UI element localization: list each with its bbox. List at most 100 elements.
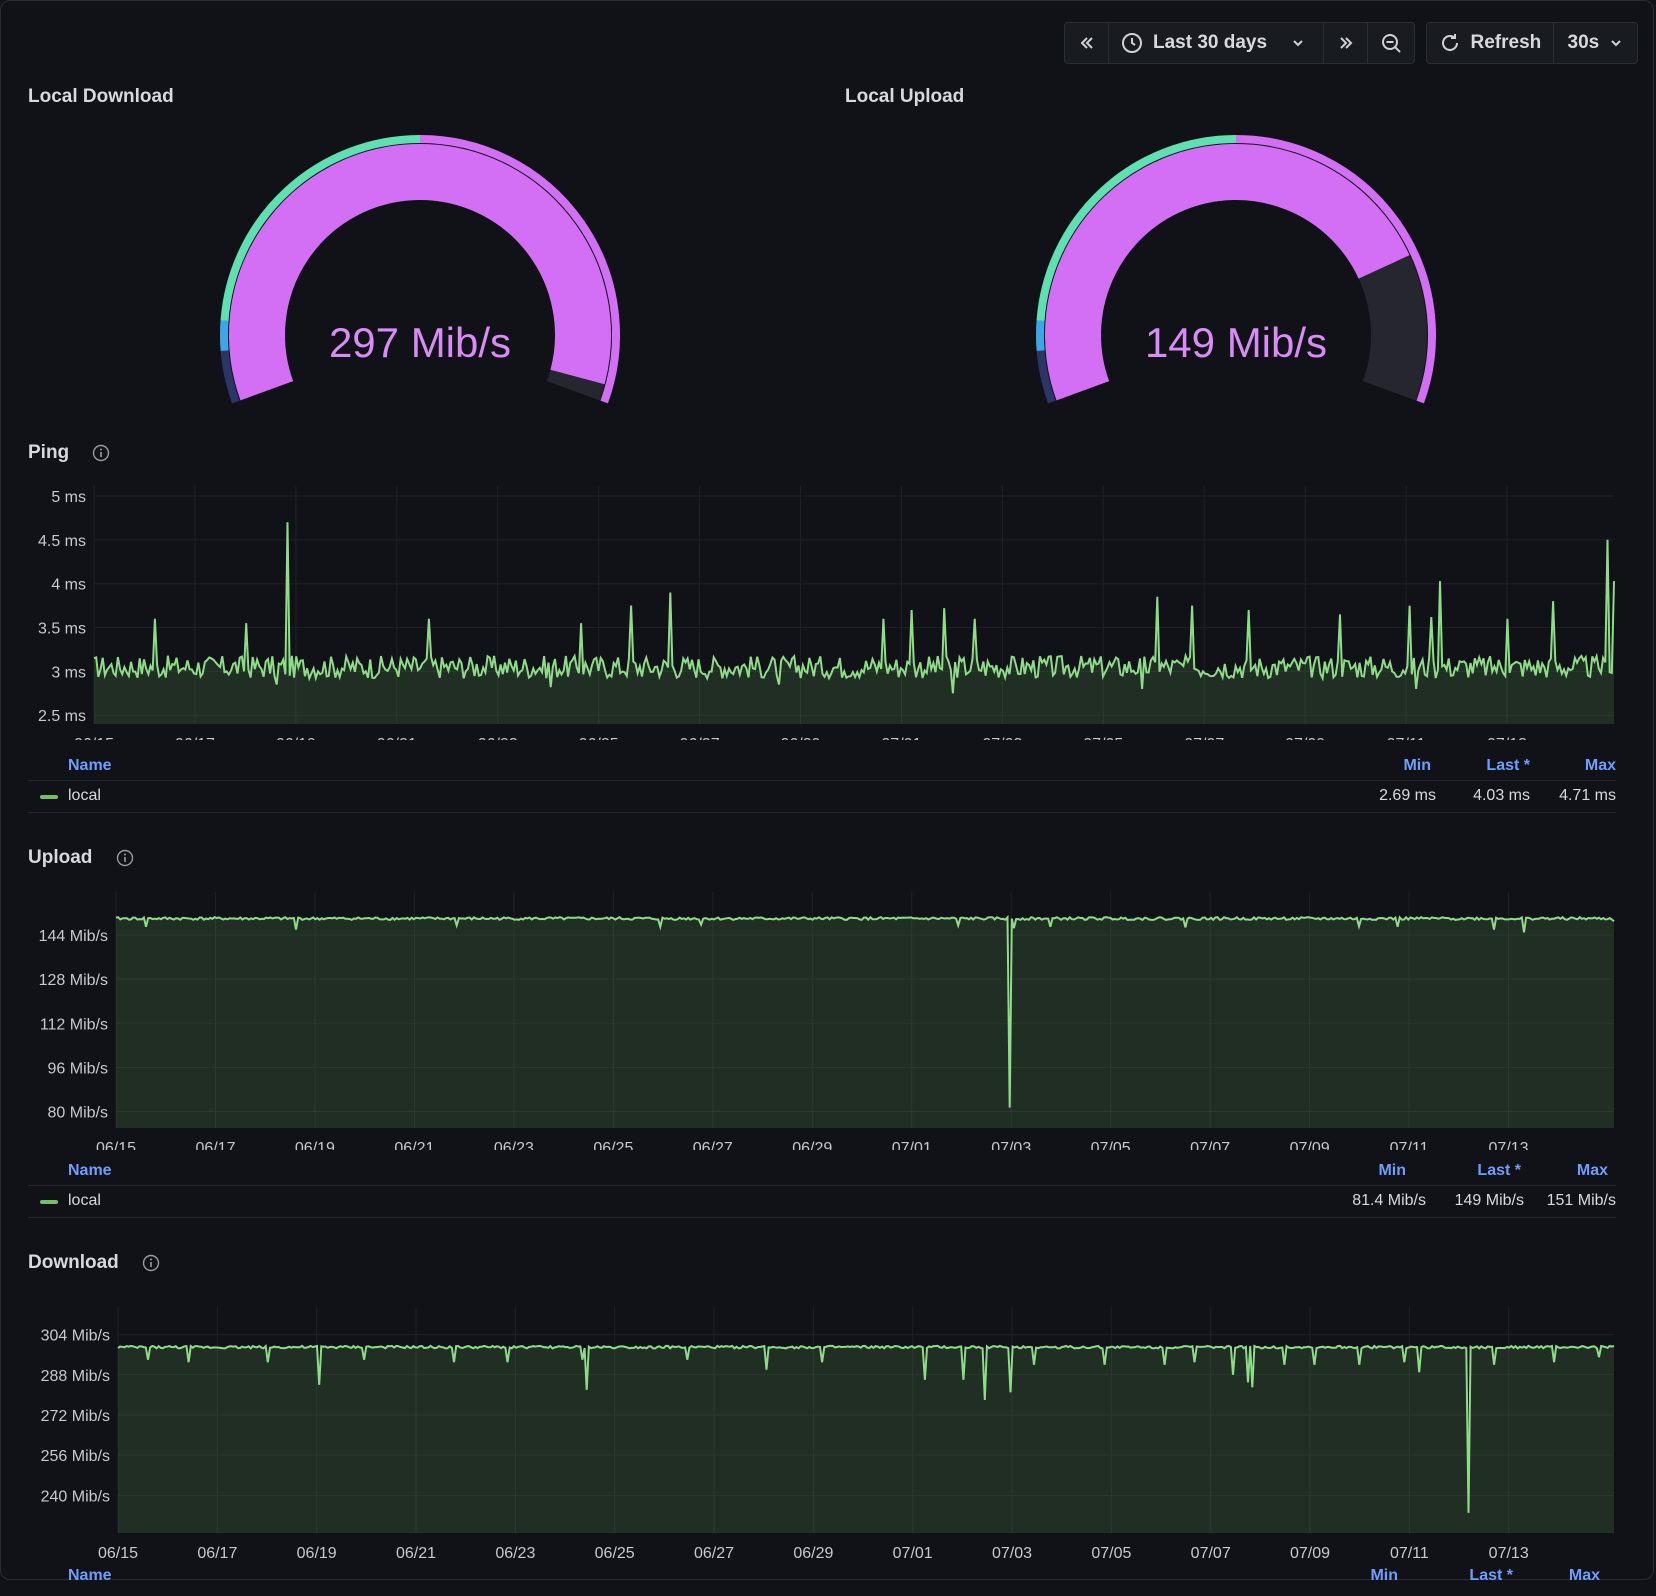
- y-tick-label: 144 Mib/s: [39, 928, 108, 945]
- legend-header-name[interactable]: Name: [68, 1162, 112, 1179]
- x-tick-label: 07/01: [892, 1140, 932, 1150]
- x-tick-label: 07/07: [1190, 1140, 1230, 1150]
- legend-header-name[interactable]: Name: [68, 1567, 112, 1584]
- download-chart[interactable]: 304 Mib/s 288 Mib/s 272 Mib/s 256 Mib/s 240 …: [0, 1295, 1656, 1565]
- gauge-threshold-segment: [1036, 135, 1237, 321]
- time-range-label: Last 30 days: [1153, 32, 1268, 53]
- x-tick-label: 06/21: [396, 1545, 436, 1562]
- y-tick-label: 4 ms: [51, 577, 86, 594]
- y-tick-label: 80 Mib/s: [48, 1104, 108, 1121]
- gauge-value-arc: [229, 144, 611, 401]
- x-tick-label: 07/01: [893, 1545, 933, 1562]
- legend-last-value: 4.03 ms: [1473, 787, 1530, 804]
- series-area: [116, 917, 1614, 1128]
- series-area: [94, 522, 1614, 724]
- chevrons-left-icon: [1080, 37, 1093, 49]
- refresh-icon: [1441, 34, 1458, 51]
- legend-header-max[interactable]: Max: [1584, 757, 1616, 774]
- legend-series-name[interactable]: local: [68, 787, 101, 804]
- y-tick-label: 3 ms: [51, 664, 86, 681]
- gauge-local-download: 297 Mib/s: [220, 135, 620, 404]
- gauge-threshold-segment: [1235, 135, 1436, 404]
- x-tick-label: 06/25: [579, 736, 619, 740]
- x-tick-label: 06/15: [96, 1140, 136, 1150]
- legend-min-value: 2.69 ms: [1379, 787, 1436, 804]
- refresh-button[interactable]: Refresh: [1427, 23, 1554, 63]
- shift-forward-button[interactable]: [1324, 23, 1368, 63]
- upload-chart[interactable]: 144 Mib/s 128 Mib/s 112 Mib/s 96 Mib/s 80 Mi…: [0, 880, 1656, 1150]
- refresh-controls: Refresh 30s: [1426, 22, 1638, 64]
- gauge-local-upload: 149 Mib/s: [1036, 135, 1436, 404]
- legend-header-max[interactable]: Max: [1576, 1162, 1608, 1179]
- x-tick-label: 07/03: [992, 1545, 1032, 1562]
- legend-header-min[interactable]: Min: [1378, 1162, 1406, 1179]
- refresh-interval-picker[interactable]: 30s: [1554, 23, 1637, 63]
- series-line-local: [117, 1343, 1615, 1513]
- y-tick-label: 128 Mib/s: [39, 972, 108, 989]
- legend-header-max[interactable]: Max: [1568, 1567, 1600, 1584]
- series-line-local: [93, 522, 1615, 694]
- x-tick-label: 06/19: [297, 1545, 337, 1562]
- ping-chart[interactable]: 5 ms 4.5 ms 4 ms 3.5 ms 3 ms 2.5 ms 06/15 06/17…: [0, 480, 1656, 740]
- x-tick-label: 07/11: [1390, 1545, 1429, 1562]
- legend-series-swatch: [40, 1200, 58, 1204]
- x-tick-label: 06/27: [693, 1140, 733, 1150]
- y-tick-label: 4.5 ms: [38, 533, 86, 550]
- legend-header-last[interactable]: Last *: [1486, 757, 1530, 774]
- x-tick-label: 07/03: [982, 736, 1022, 740]
- info-icon[interactable]: [116, 849, 134, 867]
- x-tick-label: 06/25: [593, 1140, 633, 1150]
- panel-title-local-download: Local Download: [28, 86, 174, 107]
- legend-series-name[interactable]: local: [68, 1192, 101, 1209]
- x-tick-label: 07/13: [1487, 736, 1527, 740]
- y-tick-label: 2.5 ms: [38, 708, 86, 725]
- y-tick-label: 112 Mib/s: [40, 1016, 108, 1033]
- refresh-interval-label: 30s: [1567, 32, 1600, 53]
- legend-divider: [28, 1185, 1616, 1186]
- x-tick-label: 06/27: [680, 736, 720, 740]
- legend-header-name[interactable]: Name: [68, 757, 112, 774]
- panel-title-ping: Ping: [28, 442, 70, 463]
- legend-min-value: 81.4 Mib/s: [1352, 1192, 1426, 1209]
- y-tick-label: 288 Mib/s: [41, 1368, 110, 1385]
- zoom-out-button[interactable]: [1368, 23, 1414, 63]
- x-tick-label: 06/21: [394, 1140, 434, 1150]
- legend-header-last[interactable]: Last *: [1477, 1162, 1521, 1179]
- y-tick-label: 272 Mib/s: [41, 1408, 110, 1425]
- x-tick-label: 06/27: [694, 1545, 734, 1562]
- gauge-threshold-segment: [220, 320, 229, 352]
- time-controls: Last 30 days: [1064, 22, 1415, 64]
- info-icon[interactable]: [142, 1254, 160, 1272]
- x-tick-label: 06/17: [197, 1545, 237, 1562]
- panel-title-download: Download: [28, 1252, 119, 1273]
- x-tick-label: 07/07: [1191, 1545, 1231, 1562]
- info-icon[interactable]: [92, 444, 110, 462]
- legend-max-value: 151 Mib/s: [1546, 1192, 1616, 1209]
- x-tick-label: 07/07: [1184, 736, 1224, 740]
- chevron-down-icon: [1293, 40, 1303, 47]
- legend-divider: [28, 812, 1616, 813]
- chevron-down-icon: [1611, 40, 1621, 47]
- legend-header-last[interactable]: Last *: [1469, 1567, 1513, 1584]
- time-picker-button[interactable]: Last 30 days: [1109, 23, 1324, 63]
- gauge-threshold-segment: [220, 135, 421, 321]
- panel-title-local-upload: Local Upload: [845, 86, 965, 107]
- legend-header-min[interactable]: Min: [1403, 757, 1431, 774]
- x-tick-label: 07/13: [1489, 1140, 1529, 1150]
- gauge-threshold-segment: [419, 135, 620, 404]
- legend-header-min[interactable]: Min: [1370, 1567, 1398, 1584]
- gauge-value-text: 297 Mib/s: [329, 319, 511, 366]
- gauge-threshold-segment: [1036, 320, 1045, 352]
- x-tick-label: 06/23: [478, 736, 518, 740]
- shift-back-button[interactable]: [1065, 23, 1109, 63]
- x-tick-label: 07/11: [1387, 736, 1426, 740]
- x-tick-label: 07/03: [991, 1140, 1031, 1150]
- x-tick-label: 07/09: [1285, 736, 1325, 740]
- panel-title-upload: Upload: [28, 847, 93, 868]
- zoom-out-icon: [1382, 34, 1401, 53]
- x-tick-label: 07/11: [1390, 1140, 1429, 1150]
- y-tick-label: 5 ms: [51, 489, 86, 506]
- y-tick-label: 256 Mib/s: [41, 1448, 110, 1465]
- legend-series-swatch: [40, 795, 58, 799]
- x-tick-label: 06/23: [495, 1545, 535, 1562]
